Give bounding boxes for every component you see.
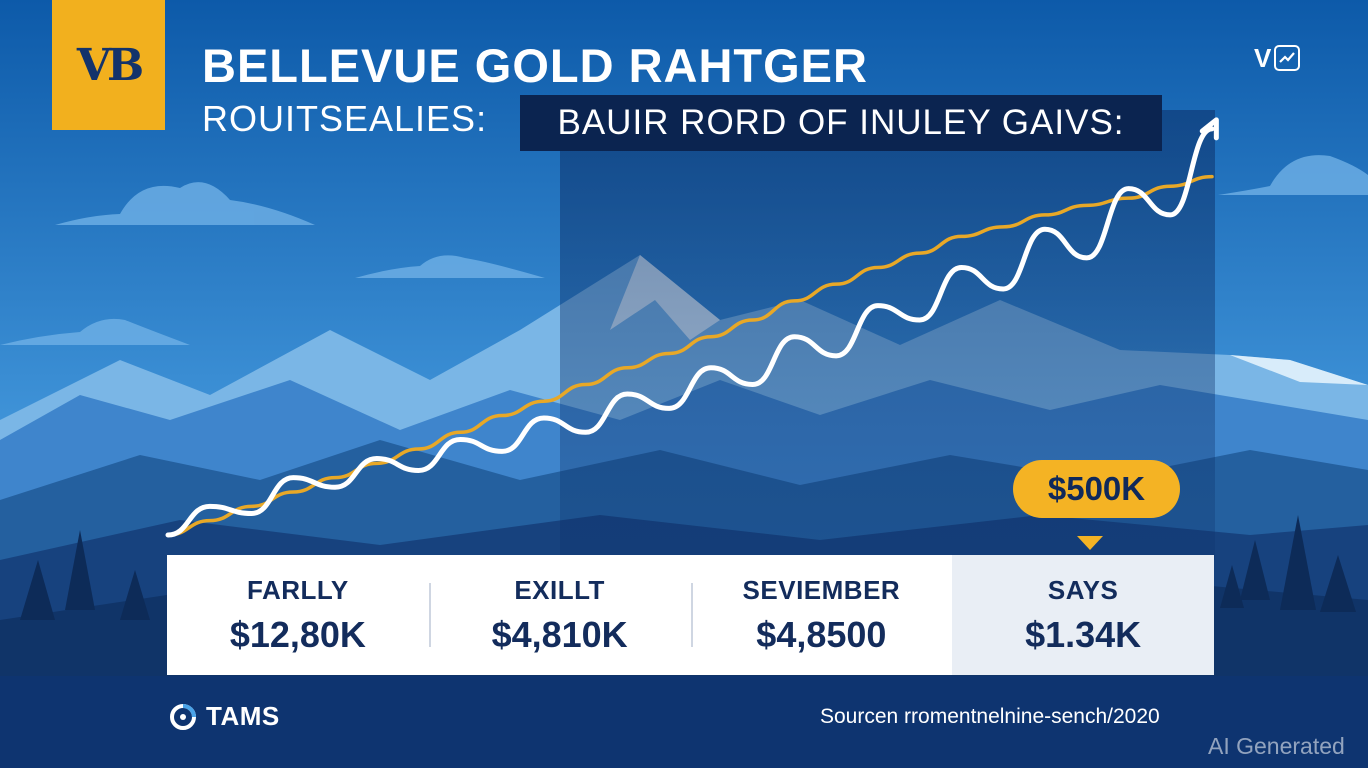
trend-line: [166, 174, 1214, 537]
stat-label: SEVIEMBER: [742, 574, 901, 605]
stat-value: $12,80K: [229, 613, 366, 655]
stat-label: EXILLT: [514, 574, 605, 605]
stat-card: FARLLY $12,80K: [167, 555, 429, 675]
stat-card: SEVIEMBER $4,8500: [690, 555, 953, 675]
logo-text: VB: [76, 39, 144, 91]
banner-text: BAUIR RORD OF INULEY GAIVS:: [557, 103, 1125, 142]
corner-badge-text: V: [1254, 42, 1272, 73]
source-note: Sourcen rromentnelnine-sench/2020: [820, 705, 1160, 728]
page-title: BELLEVUE GOLD RAHTGER: [202, 39, 868, 92]
logo: VB: [52, 0, 165, 130]
stat-card-highlighted: SAYS $1.34K: [952, 555, 1214, 675]
clouds: [0, 155, 1368, 345]
line-chart: [165, 117, 1219, 538]
stats-panel: FARLLY $12,80K EXILLT $4,810K SEVIEMBER …: [167, 555, 1214, 675]
brand-icon: [170, 703, 196, 730]
corner-badge: V: [1254, 42, 1301, 74]
trees: [20, 515, 1356, 620]
brand-name: TAMS: [206, 701, 280, 731]
footer-brand: TAMS: [168, 701, 280, 732]
price-line: [165, 126, 1215, 538]
stat-label: FARLLY: [247, 574, 349, 605]
stat-label: SAYS: [1047, 574, 1119, 605]
value-callout: $500K: [1013, 460, 1180, 518]
stat-value: $4,810K: [491, 613, 628, 655]
trend-icon: [1274, 45, 1301, 71]
watermark: AI Generated: [1208, 733, 1345, 759]
banner: BAUIR RORD OF INULEY GAIVS:: [520, 95, 1162, 151]
page-subtitle: ROUITSEALIES:: [202, 98, 488, 139]
callout-pointer: [1077, 536, 1103, 550]
footer-strip: [0, 676, 1368, 768]
arrow-head-icon: [1199, 117, 1219, 141]
stat-card: EXILLT $4,810K: [428, 555, 691, 675]
stat-value: $4,8500: [756, 613, 887, 655]
stat-value: $1.34K: [1025, 613, 1142, 655]
